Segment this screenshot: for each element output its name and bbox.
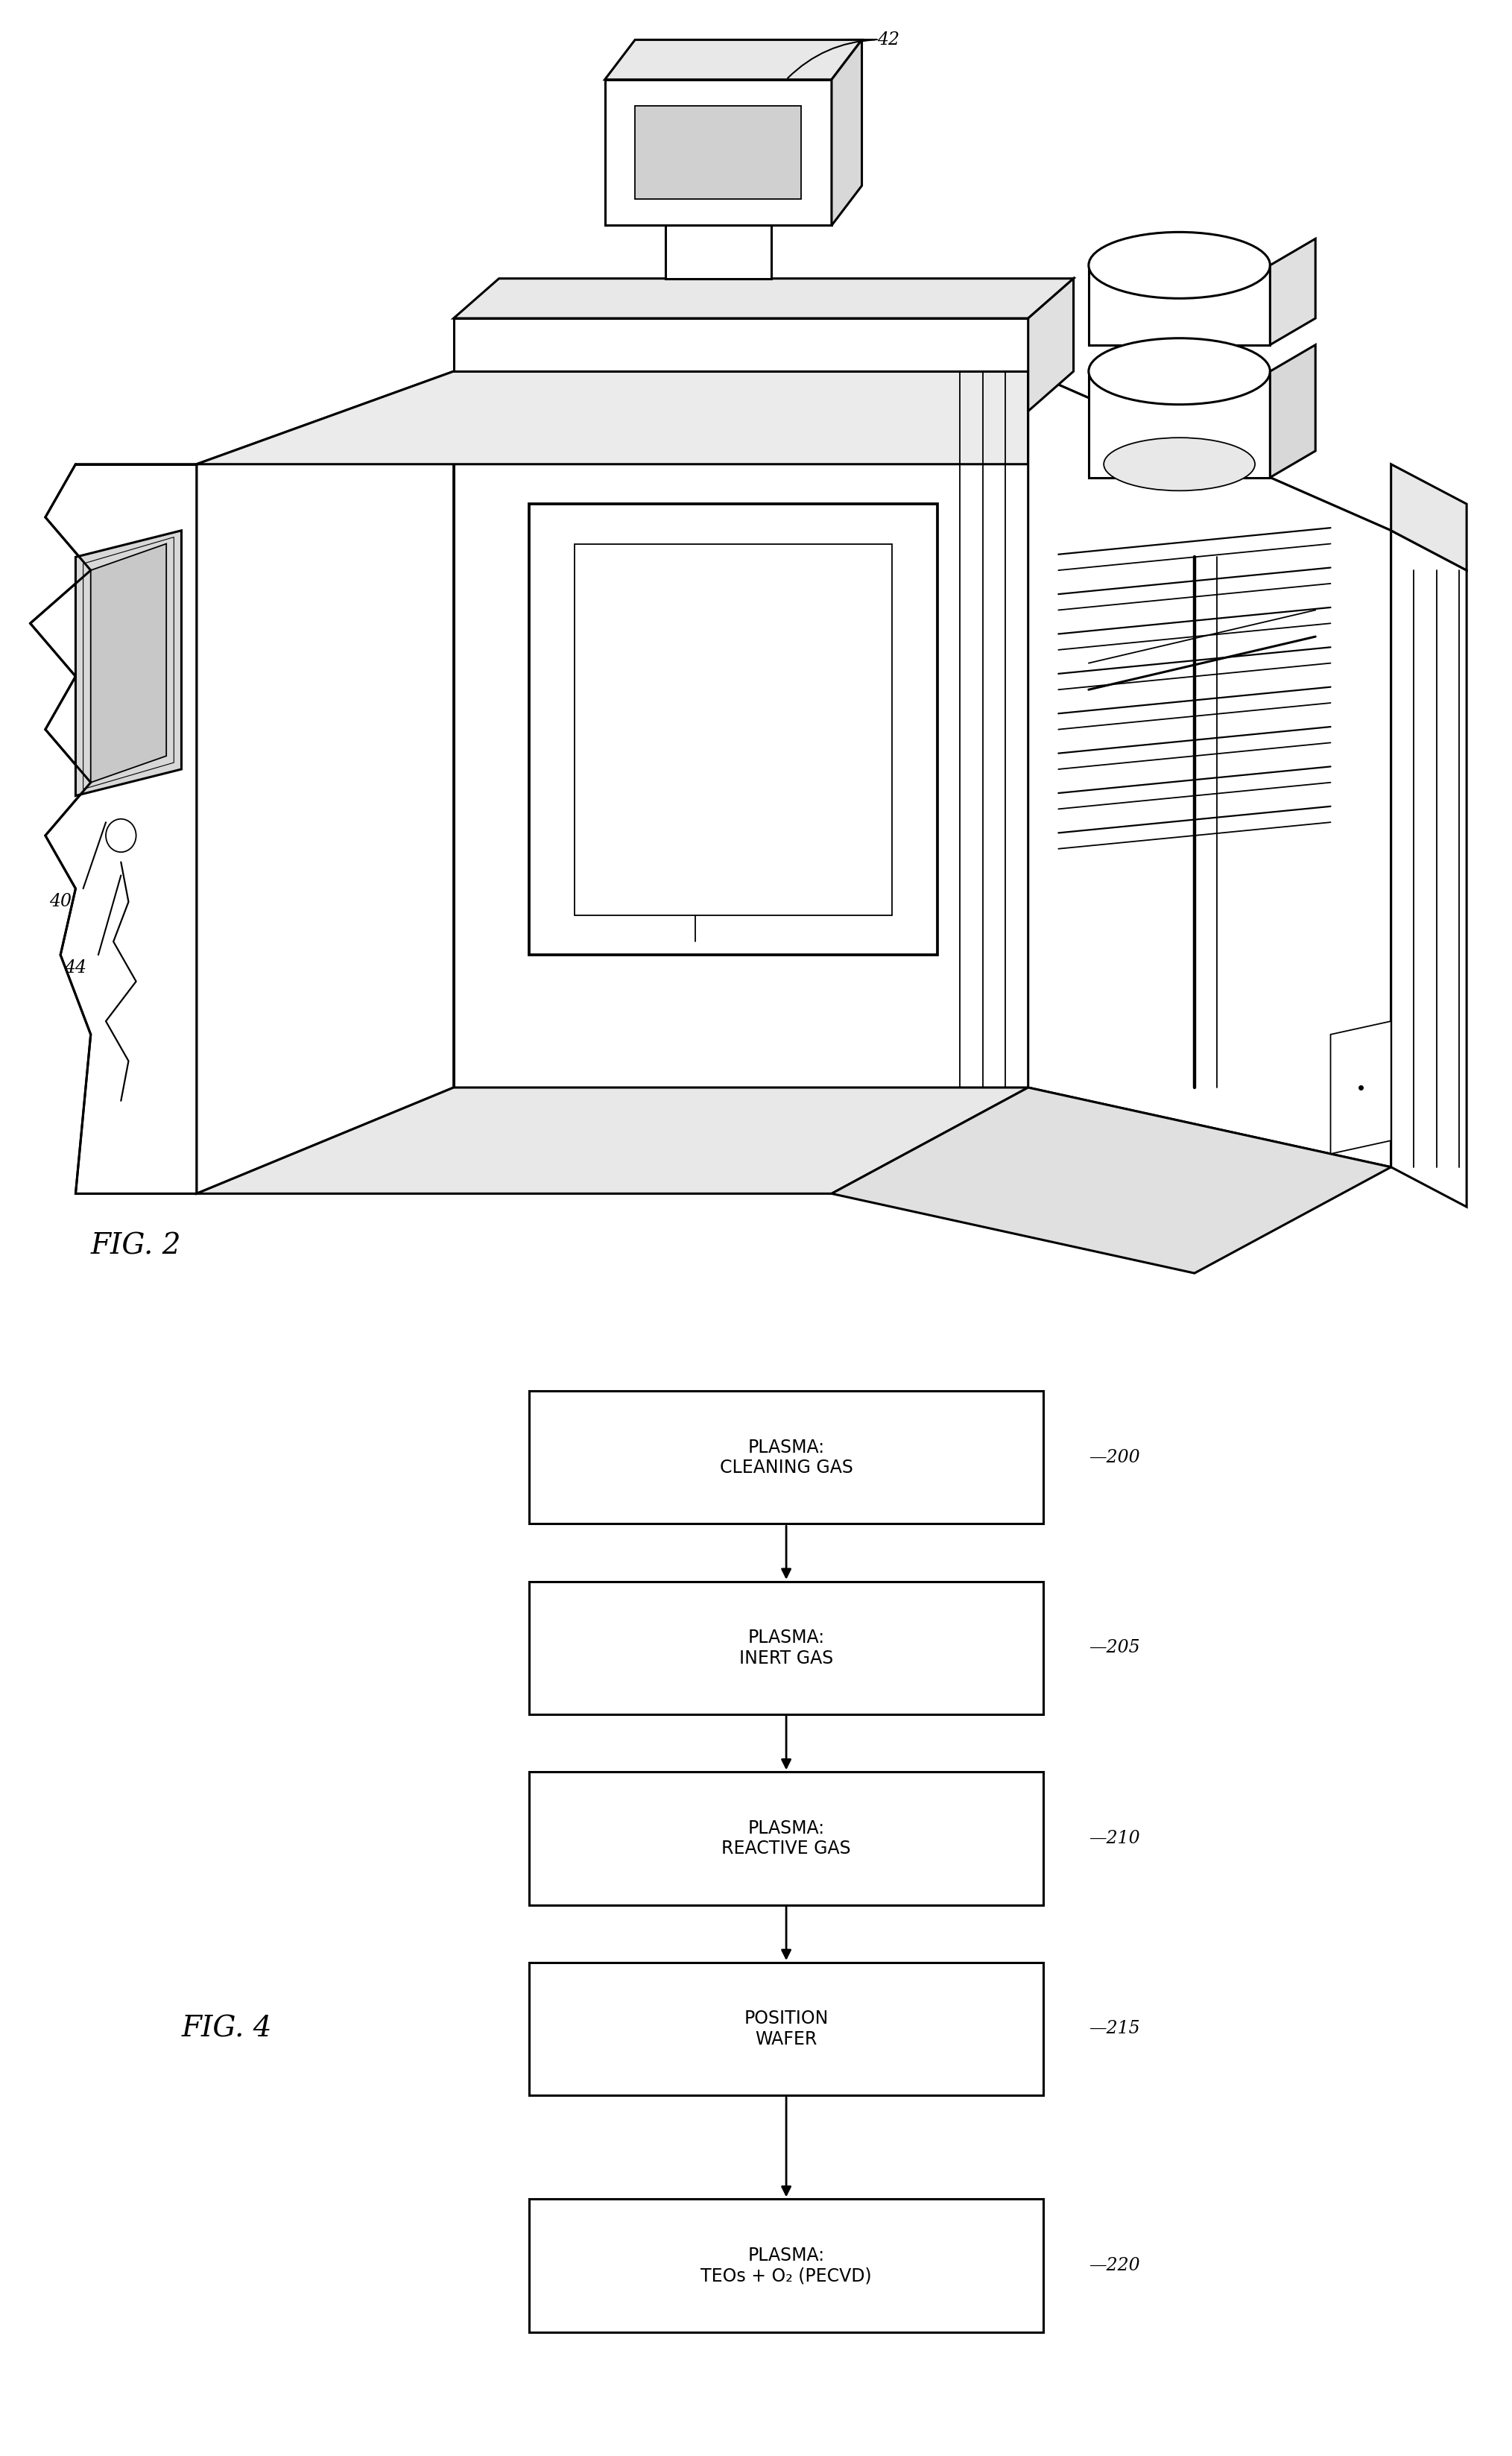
Polygon shape: [76, 530, 181, 796]
Text: —205: —205: [1089, 1641, 1140, 1655]
Text: 42: 42: [877, 32, 900, 49]
Polygon shape: [1270, 238, 1315, 344]
Text: FIG. 2: FIG. 2: [91, 1233, 181, 1260]
Text: PLASMA:
CLEANING GAS: PLASMA: CLEANING GAS: [720, 1439, 853, 1476]
Text: 44: 44: [65, 960, 86, 977]
Polygon shape: [1089, 265, 1270, 344]
Polygon shape: [1028, 371, 1391, 1167]
Polygon shape: [1331, 1022, 1391, 1154]
Polygon shape: [1391, 530, 1467, 1206]
Polygon shape: [605, 79, 832, 226]
Polygon shape: [91, 543, 166, 783]
Polygon shape: [1270, 344, 1315, 476]
Polygon shape: [1028, 278, 1074, 410]
Polygon shape: [832, 39, 862, 226]
Text: PLASMA:
REACTIVE GAS: PLASMA: REACTIVE GAS: [721, 1820, 851, 1857]
Bar: [529, 1773, 1043, 1906]
Polygon shape: [635, 106, 801, 199]
Polygon shape: [575, 543, 892, 916]
Polygon shape: [197, 371, 1028, 464]
Polygon shape: [1028, 371, 1391, 597]
Polygon shape: [832, 1088, 1391, 1272]
Ellipse shape: [106, 818, 136, 852]
Text: —220: —220: [1089, 2257, 1140, 2274]
Bar: [529, 1962, 1043, 2095]
Text: —200: —200: [1089, 1449, 1140, 1466]
Polygon shape: [1391, 464, 1467, 570]
Polygon shape: [1089, 371, 1270, 476]
Text: —215: —215: [1089, 2021, 1140, 2038]
Text: 40: 40: [50, 894, 71, 911]
Polygon shape: [30, 464, 197, 1194]
Polygon shape: [454, 319, 1028, 371]
Polygon shape: [605, 39, 862, 79]
Polygon shape: [529, 503, 937, 955]
Polygon shape: [197, 1088, 1028, 1194]
Polygon shape: [454, 371, 1028, 1088]
Bar: [529, 1582, 1043, 1714]
Text: POSITION
WAFER: POSITION WAFER: [744, 2009, 829, 2048]
Text: —210: —210: [1089, 1830, 1140, 1847]
Ellipse shape: [1089, 231, 1270, 300]
Text: PLASMA:
INERT GAS: PLASMA: INERT GAS: [739, 1628, 833, 1668]
Ellipse shape: [1104, 437, 1255, 491]
Polygon shape: [665, 226, 771, 278]
Bar: [529, 1390, 1043, 1523]
Polygon shape: [197, 371, 454, 1194]
Bar: [529, 2198, 1043, 2331]
Ellipse shape: [1089, 339, 1270, 405]
Text: PLASMA:
TEOs + O₂ (PECVD): PLASMA: TEOs + O₂ (PECVD): [700, 2247, 872, 2284]
Text: FIG. 4: FIG. 4: [181, 2014, 272, 2043]
Polygon shape: [454, 278, 1074, 319]
